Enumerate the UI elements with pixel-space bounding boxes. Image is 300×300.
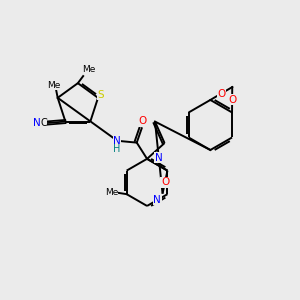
- Text: S: S: [98, 90, 104, 100]
- Text: N: N: [33, 118, 41, 128]
- Text: N: N: [113, 136, 121, 146]
- Text: O: O: [138, 116, 146, 126]
- Text: O: O: [161, 177, 169, 187]
- Text: Me: Me: [105, 188, 118, 196]
- Text: C: C: [40, 118, 47, 128]
- Text: H: H: [113, 144, 121, 154]
- Text: Me: Me: [82, 65, 96, 74]
- Text: Me: Me: [47, 81, 61, 90]
- Text: O: O: [217, 88, 225, 98]
- Text: N: N: [153, 195, 161, 205]
- Text: N: N: [155, 153, 163, 163]
- Text: O: O: [228, 95, 236, 105]
